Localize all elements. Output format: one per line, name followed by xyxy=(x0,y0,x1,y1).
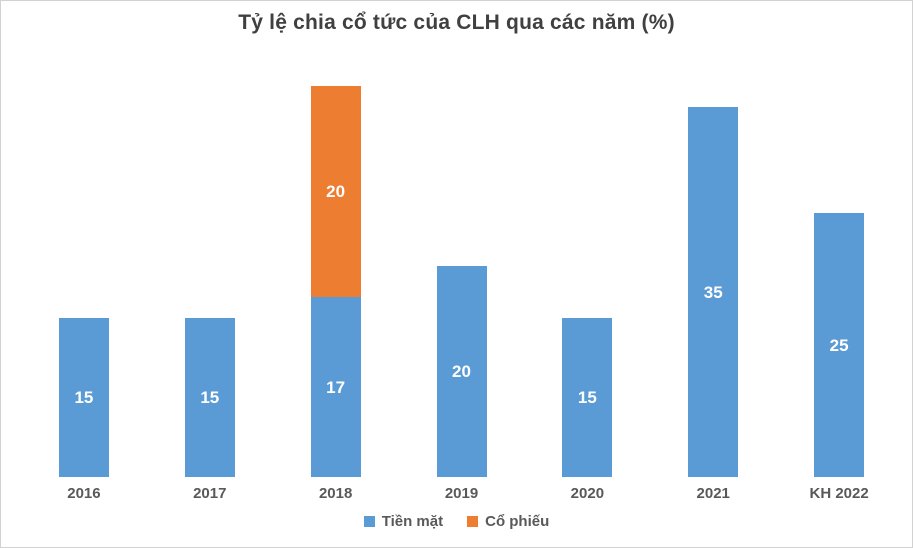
bar-segment-cổ-phiếu: 20 xyxy=(310,86,361,297)
bar-value-label: 15 xyxy=(577,388,597,407)
bar-value-label: 20 xyxy=(326,182,346,201)
legend-swatch-icon xyxy=(363,516,375,527)
bar-value-label: 15 xyxy=(74,388,94,407)
bar-value-label: 25 xyxy=(829,335,849,355)
bar-value-label: 15 xyxy=(200,388,220,407)
bar-column: 15 xyxy=(524,86,650,477)
x-axis-label: 2021 xyxy=(696,485,730,502)
bar-stack: 20 xyxy=(436,266,487,477)
bar-segment-tiền-mặt: 25 xyxy=(814,213,865,477)
bar-column: 20 xyxy=(399,86,525,477)
legend-swatch-icon xyxy=(467,516,479,527)
x-axis-label: 2016 xyxy=(67,485,101,502)
bar-column: 25 xyxy=(776,86,902,477)
bar-value-label: 35 xyxy=(703,282,723,302)
bar-segment-tiền-mặt: 15 xyxy=(184,318,235,477)
bar-column: 35 xyxy=(650,86,776,477)
bar-column: 15 xyxy=(147,86,273,477)
chart-title: Tỷ lệ chia cổ tức của CLH qua các năm (%… xyxy=(238,11,675,34)
x-axis-label: 2020 xyxy=(570,485,605,502)
bar-stack: 35 xyxy=(688,107,739,477)
bar-segment-tiền-mặt: 15 xyxy=(58,318,109,477)
bar-column: 20 17 xyxy=(273,86,399,477)
legend-item: Cổ phiếu xyxy=(467,513,549,530)
bar-segment-tiền-mặt: 15 xyxy=(562,318,613,477)
legend-label: Tiền mặt xyxy=(381,513,444,530)
bar-stack: 15 xyxy=(184,318,235,477)
bar-value-label: 20 xyxy=(452,362,471,381)
bar-stack: 25 xyxy=(814,213,865,477)
legend: Tiền mặt Cổ phiếu xyxy=(1,513,912,530)
legend-label: Cổ phiếu xyxy=(485,513,550,530)
x-axis-label: 2017 xyxy=(193,485,227,502)
bar-column: 15 xyxy=(21,86,147,477)
x-axis-label: 2018 xyxy=(318,485,353,502)
x-axis-labels: 2016 2017 2018 2019 2020 2021 KH 2022 xyxy=(21,485,902,502)
bar-segment-tiền-mặt: 20 xyxy=(436,266,487,477)
legend-item: Tiền mặt xyxy=(363,513,444,530)
bar-value-label: 17 xyxy=(326,377,346,397)
x-axis-label: KH 2022 xyxy=(809,485,869,502)
x-axis-label: 2019 xyxy=(444,485,479,502)
bar-segment-tiền-mặt: 35 xyxy=(688,107,739,477)
bar-stack: 15 xyxy=(58,318,109,477)
plot-area: 15 15 20 17 20 15 35 25 xyxy=(21,86,902,477)
bar-stack: 20 17 xyxy=(310,86,361,477)
bar-stack: 15 xyxy=(562,318,613,477)
bar-segment-tiền-mặt: 17 xyxy=(310,297,361,477)
